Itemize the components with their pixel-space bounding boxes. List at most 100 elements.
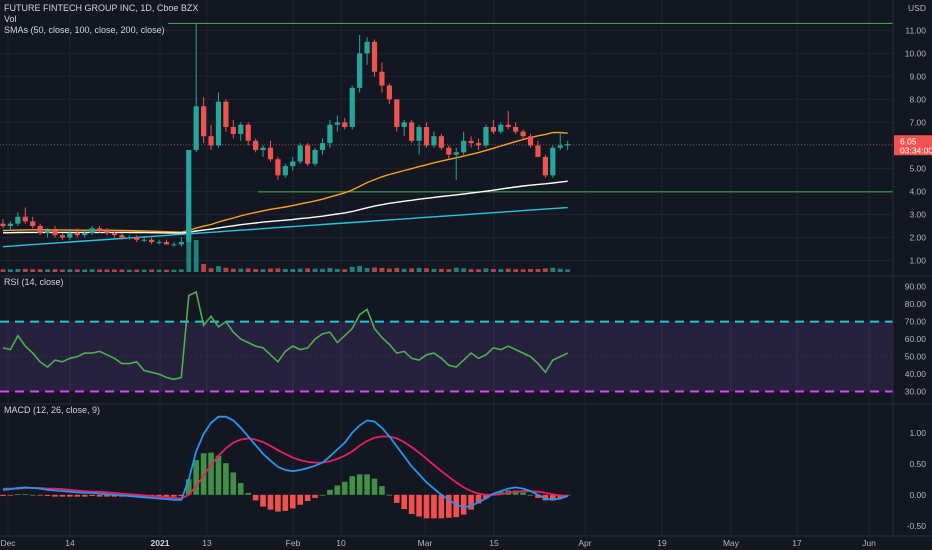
macd-histogram-bar [401,494,408,510]
candle-body [260,147,266,151]
x-tick-label: 2021 [151,538,170,548]
volume-bar [30,269,36,272]
price-tick-label: 8.00 [909,94,926,104]
volume-bar [476,269,481,272]
macd-histogram-bar [156,494,162,497]
x-tick-label: 13 [202,538,212,548]
rsi-label: RSI (14, close) [4,277,64,287]
volume-bar [490,269,496,272]
macd-histogram-bar [223,463,229,495]
volume-bar [498,269,504,272]
price-pane[interactable] [0,22,893,272]
candle-body [409,122,415,141]
x-tick-label: 19 [657,538,667,548]
volume-bar [126,269,132,272]
candle-body [334,122,340,125]
volume-bar [282,269,288,272]
volume-bar [483,268,489,272]
candle-body [527,136,534,146]
volume-bar [22,268,28,272]
macd-histogram-bar [230,472,237,495]
price-tick-label: 1.00 [909,255,926,265]
macd-histogram-bar [498,491,504,495]
volume-bar [320,268,325,272]
candle-body [149,239,155,243]
vol-label: Vol [4,14,17,24]
volume-bar [74,269,80,272]
x-tick-label: May [723,538,740,548]
candle-body [163,242,170,245]
candle-body [483,126,489,146]
macd-histogram-bar [475,494,482,504]
volume-bar [438,268,444,272]
candle-body [275,159,281,176]
macd-histogram-bar [297,494,303,505]
candle-body [96,228,103,231]
volume-bar [37,269,43,272]
macd-histogram-bar [178,494,185,497]
macd-line [2,415,568,509]
candle-body [423,126,430,146]
candle-body [431,136,437,146]
volume-bar [327,268,333,272]
candle-body [111,232,118,236]
macd-histogram-bar [341,481,348,495]
candle-body [253,140,259,151]
volume-bar [134,269,140,272]
candle-body [401,122,407,127]
rsi-tick-label: 50.00 [905,352,927,362]
price-badge-countdown: 03:34:00 [900,145,932,155]
macd-tick-label: -0.50 [907,521,927,531]
price-tick-label: 3.00 [909,209,926,219]
candle-body [565,144,571,146]
candle-body [297,145,303,162]
volume-bar [535,269,541,272]
volume-bar [520,269,526,272]
macd-histogram-bar [96,494,103,497]
candle-body [245,124,251,141]
x-tick-label: Apr [578,538,591,548]
candle-body [357,53,363,88]
macd-pane[interactable] [0,415,571,519]
rsi-pane[interactable] [0,290,893,393]
candle-body [89,228,95,233]
candle-body [215,101,222,146]
macd-histogram-bar [163,494,170,497]
volume-bar [15,269,21,272]
candle-body [438,136,444,148]
volume-bar [164,269,169,272]
candle-body [201,106,207,137]
macd-histogram-bar [438,494,445,519]
macd-histogram-bar [260,494,266,507]
volume-bar [275,268,281,272]
macd-histogram-bar [37,494,43,496]
x-tick-label: Jun [862,538,876,548]
volume-bar [349,266,355,272]
candle-body [193,106,199,151]
macd-tick-label: 1.00 [909,428,926,438]
sma-100-line [2,180,568,234]
macd-histogram-bar [364,474,370,495]
macd-histogram-bar [29,494,36,496]
macd-histogram-bar [550,494,556,501]
volume-bar [372,267,377,272]
volume-bar [297,268,303,272]
macd-histogram-bar [15,494,21,495]
volume-bar [424,268,429,272]
macd-histogram-bar [520,492,526,495]
volume-bar [253,269,259,272]
volume-bar [171,269,177,272]
candle-body [290,161,296,167]
volume-bar [565,269,571,272]
macd-histogram-bar [312,494,318,498]
volume-bar [97,269,102,272]
macd-histogram-bar [327,489,333,495]
candle-body [171,244,177,246]
macd-histogram-bar [215,455,222,495]
candle-body [282,166,288,176]
price-tick-label: 10.00 [905,48,927,58]
macd-histogram-bar [245,492,251,495]
macd-histogram-bar [349,476,356,495]
candle-body [371,41,378,72]
